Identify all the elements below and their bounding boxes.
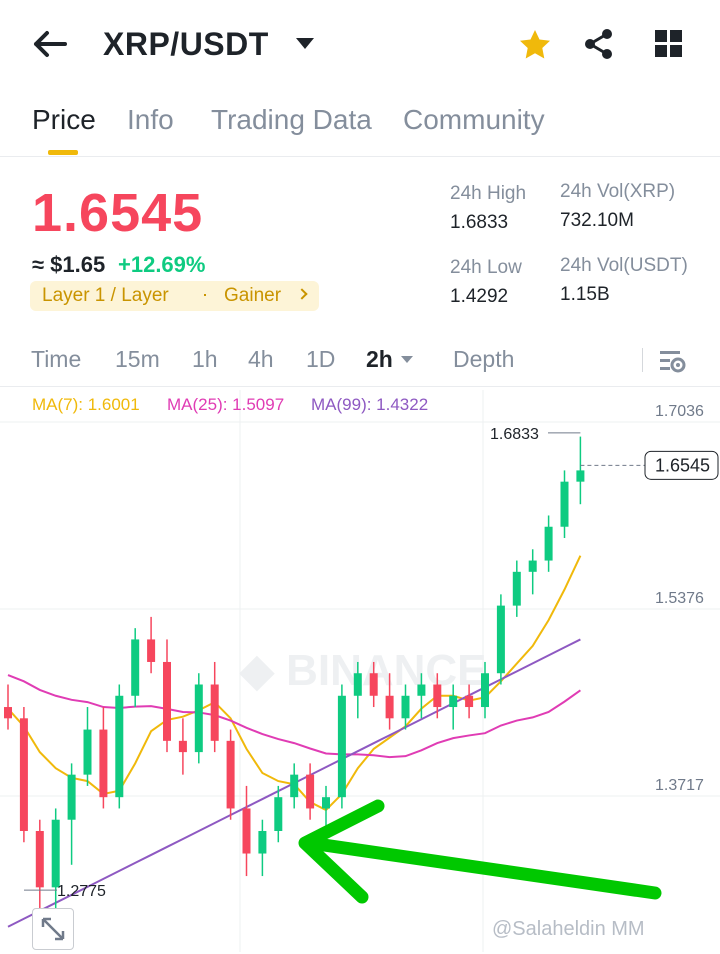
candle-body <box>496 605 505 674</box>
current-price-label: 1.6545 <box>655 455 710 475</box>
candle-body <box>544 526 553 561</box>
candle-body <box>210 684 219 741</box>
tab-info[interactable]: Info <box>127 104 174 135</box>
candle-body <box>528 560 537 572</box>
candle-body <box>337 695 346 798</box>
candle-body <box>465 695 474 708</box>
pair-title[interactable]: XRP/USDT <box>103 26 269 62</box>
candle-body <box>385 695 394 719</box>
y-tick-label: 1.7036 <box>655 403 704 420</box>
candle-body <box>290 774 299 798</box>
candle-body <box>274 797 283 831</box>
high-marker-label: 1.6833 <box>490 426 539 443</box>
candle-body <box>353 673 362 696</box>
stat-high-value: 1.6833 <box>450 212 509 233</box>
candle-body <box>147 639 156 662</box>
ma25-label: MA(25): 1.5097 <box>167 395 285 414</box>
candle-body <box>258 830 267 854</box>
stat-vol-xrp-value: 732.10M <box>560 210 634 231</box>
candle-body <box>226 740 235 809</box>
stat-low-label: 24h Low <box>450 257 522 278</box>
candle-body <box>401 695 410 719</box>
active-tab-indicator <box>48 150 78 155</box>
candle-body <box>83 729 92 775</box>
tab-bar: Price Info Trading Data Community <box>0 100 720 157</box>
candle-body <box>35 830 44 888</box>
stat-low-value: 1.4292 <box>450 286 509 307</box>
candle-body <box>19 718 28 831</box>
tab-trading-data[interactable]: Trading Data <box>211 104 372 135</box>
timeframe-2h[interactable]: 2h <box>366 346 393 372</box>
tab-price[interactable]: Price <box>32 104 96 135</box>
candle-body <box>417 684 426 696</box>
timeframe-time[interactable]: Time <box>31 346 82 372</box>
timeframe-1h[interactable]: 1h <box>192 346 218 372</box>
candles <box>4 436 585 910</box>
stat-vol-xrp-label: 24h Vol(XRP) <box>560 181 676 202</box>
grid-icon[interactable] <box>655 30 683 58</box>
stat-high-label: 24h High <box>450 183 527 204</box>
stat-vol-usdt-value: 1.15B <box>560 284 610 305</box>
tab-community[interactable]: Community <box>403 104 545 135</box>
current-price-box <box>644 450 719 480</box>
candle-body <box>131 639 140 696</box>
candle-body <box>369 673 378 696</box>
divider <box>642 348 643 372</box>
chevron-down-icon[interactable] <box>401 356 413 363</box>
low-marker-label: 1.2775 <box>57 883 106 900</box>
candle-body <box>163 661 171 741</box>
ma7-label: MA(7): 1.6001 <box>32 395 140 414</box>
price-markers: 1.6833 1.2775 1.6545 <box>24 426 719 900</box>
timeframe-depth[interactable]: Depth <box>453 346 515 372</box>
candle-body <box>481 673 489 708</box>
price-change: +12.69% <box>118 252 206 277</box>
candle-body <box>560 481 569 527</box>
candle-body <box>576 470 585 482</box>
candle-body <box>67 774 76 820</box>
expand-icon <box>41 917 65 941</box>
candle-body <box>433 684 442 708</box>
chevron-right-icon <box>296 288 308 300</box>
y-tick-label: 1.3717 <box>655 777 704 794</box>
back-arrow-icon[interactable] <box>32 28 68 60</box>
y-axis: 1.7036 1.5376 1.3717 <box>655 403 704 794</box>
timeframe-1d[interactable]: 1D <box>306 346 336 372</box>
candle-body <box>512 571 521 606</box>
candle-body <box>194 684 203 753</box>
candle-body <box>178 740 187 753</box>
category-tag[interactable]: Layer 1 / Layer Gainer <box>30 281 319 311</box>
candle-body <box>322 797 330 809</box>
annotation-arrow <box>298 799 662 904</box>
candle-body <box>99 729 108 798</box>
share-icon[interactable] <box>583 28 615 60</box>
timeframe-15m[interactable]: 15m <box>115 346 160 372</box>
tag-category: Layer 1 / Layer <box>42 285 169 306</box>
timeframe-bar: Time 15m 1h 4h 1D 2h Depth <box>0 336 720 387</box>
app-header: XRP/USDT <box>0 0 720 92</box>
star-icon[interactable] <box>518 28 552 60</box>
candle-body <box>242 808 251 854</box>
ma99-label: MA(99): 1.4322 <box>311 395 429 414</box>
stat-vol-usdt-label: 24h Vol(USDT) <box>560 255 688 276</box>
last-price: 1.6545 <box>32 183 204 243</box>
tag-status: Gainer <box>224 285 282 306</box>
usd-price: ≈ $1.65 <box>32 252 106 277</box>
candle-body <box>51 819 60 888</box>
candle-body <box>115 695 124 798</box>
timeframe-4h[interactable]: 4h <box>248 346 274 372</box>
expand-chart-button[interactable] <box>32 908 74 950</box>
candle-body <box>306 774 315 809</box>
tag-divider <box>204 294 206 296</box>
candle-body <box>449 695 458 708</box>
candle-body <box>4 707 12 719</box>
y-tick-label: 1.5376 <box>655 590 704 607</box>
binance-watermark-logo: ◆ BINANCE <box>239 646 487 695</box>
chevron-down-icon[interactable] <box>296 38 314 49</box>
watermark-text: @Salaheldin MM <box>492 918 645 940</box>
chart-settings-icon[interactable] <box>658 348 686 374</box>
candlestick-chart[interactable]: ◆ BINANCE 1.7036 1.5376 1.3717 1.6833 1.277… <box>0 388 720 952</box>
